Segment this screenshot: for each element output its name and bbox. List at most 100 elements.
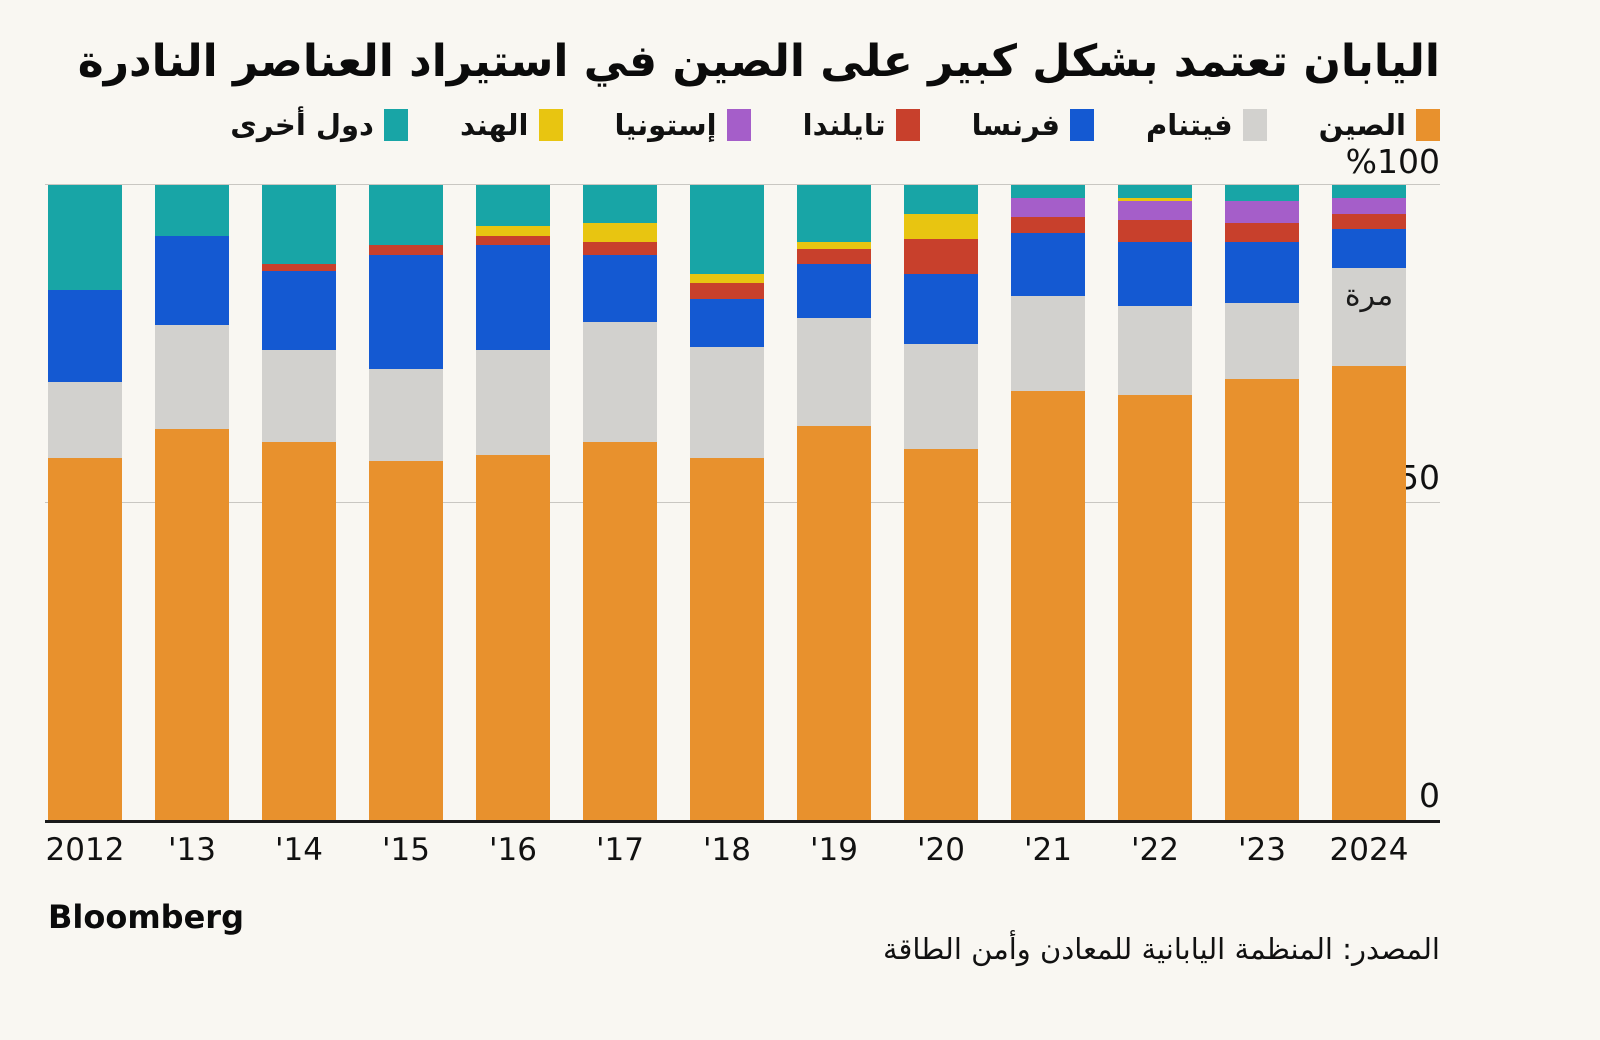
bar-segment (583, 442, 657, 820)
bar-segment (1118, 219, 1192, 243)
bar-18 (690, 185, 764, 820)
bar-13 (155, 185, 229, 820)
bar-segment (1118, 185, 1192, 198)
bar-segment (904, 213, 978, 239)
bar-2012 (48, 185, 122, 820)
bar-segment (155, 324, 229, 430)
y-tick-0: 0 (1419, 776, 1440, 815)
bar-segment (904, 185, 978, 214)
bar-segment (904, 273, 978, 344)
bar-annotation: مرة (1344, 278, 1394, 313)
legend-label: الهند (459, 108, 529, 142)
bar-segment (155, 235, 229, 325)
legend-label: الصين (1318, 108, 1406, 142)
x-tick-label: '20 (917, 832, 965, 868)
bar-segment (1225, 223, 1299, 243)
bar-segment (48, 458, 122, 820)
bar-segment (1011, 232, 1085, 297)
bar-segment (583, 321, 657, 443)
x-tick-label: '15 (382, 832, 430, 868)
bar-segment (48, 289, 122, 382)
x-tick-label: '13 (168, 832, 216, 868)
bar-segment (904, 239, 978, 274)
bar-segment (690, 299, 764, 347)
legend-swatch-icon (895, 109, 920, 141)
bar-segment (476, 235, 550, 246)
bar-segment (1225, 200, 1299, 224)
bar-segment (1011, 391, 1085, 820)
bar-segment (369, 461, 443, 820)
x-tick-label: '22 (1131, 832, 1179, 868)
bar-segment (1011, 197, 1085, 217)
bar-segment (476, 454, 550, 820)
legend-item-6: دول أخرى (230, 108, 408, 142)
bar-segment (369, 254, 443, 370)
bar-15 (369, 185, 443, 820)
bar-segment (690, 273, 764, 284)
bar-segment (1332, 365, 1406, 820)
legend-swatch-icon (1416, 109, 1440, 141)
bar-segment (155, 185, 229, 236)
legend-swatch-icon (383, 109, 408, 141)
bar-22 (1118, 185, 1192, 820)
chart-title: اليابان تعتمد بشكل كبير على الصين في است… (77, 36, 1440, 87)
bar-14 (262, 185, 336, 820)
bar-segment (1118, 242, 1192, 306)
legend-swatch-icon (1070, 109, 1094, 141)
bar-segment (369, 369, 443, 462)
bar-segment (904, 448, 978, 820)
bar-segment (1118, 305, 1192, 395)
legend: الصين فيتنام فرنسا تايلندا إستونيا الهند دول أ… (230, 108, 1440, 142)
x-tick-label: '16 (489, 832, 537, 868)
source-text: المصدر: المنظمة اليابانية للمعادن وأمن ا… (882, 932, 1440, 966)
bar-segment (1118, 394, 1192, 820)
x-tick-label: '14 (275, 832, 323, 868)
bar-segment (583, 223, 657, 243)
bar-segment (690, 185, 764, 274)
legend-label: إستونيا (614, 108, 717, 142)
y-tick-100: %100 (1345, 142, 1440, 181)
legend-item-5: الهند (460, 108, 563, 142)
bar-segment (797, 242, 871, 249)
x-axis-line (45, 820, 1440, 823)
bar-segment (262, 350, 336, 443)
bar-segment (583, 242, 657, 255)
bar-segment (797, 185, 871, 243)
bar-segment (476, 350, 550, 455)
bar-segment (262, 270, 336, 351)
bar-17 (583, 185, 657, 820)
legend-label: فرنسا (971, 108, 1060, 142)
bar-segment (1332, 229, 1406, 268)
bar-segment (155, 429, 229, 820)
bar-segment (797, 264, 871, 319)
legend-label: دول أخرى (230, 108, 374, 142)
legend-swatch-icon (538, 109, 563, 141)
legend-item-2: فرنسا (972, 108, 1094, 142)
bar-segment (48, 185, 122, 290)
bar-segment (1011, 185, 1085, 198)
bar-2024 (1332, 185, 1406, 820)
bar-segment (1011, 216, 1085, 233)
legend-item-1: فيتنام (1146, 108, 1267, 142)
legend-item-0: الصين (1319, 108, 1440, 142)
x-tick-label: 2024 (1329, 832, 1409, 868)
x-tick-label: '21 (1024, 832, 1072, 868)
bar-segment (797, 318, 871, 427)
x-tick-label: '18 (703, 832, 751, 868)
bar-segment (476, 226, 550, 236)
bar-segment (369, 185, 443, 246)
bar-segment (1332, 267, 1406, 366)
bar-segment (262, 264, 336, 271)
bar-20 (904, 185, 978, 820)
bar-segment (476, 185, 550, 227)
x-tick-label: '19 (810, 832, 858, 868)
legend-item-4: إستونيا (615, 108, 751, 142)
x-tick-label: '17 (596, 832, 644, 868)
legend-label: فيتنام (1146, 108, 1233, 142)
bar-segment (1011, 296, 1085, 392)
bar-segment (1225, 302, 1299, 379)
bar-segment (797, 248, 871, 265)
gridline-100 (45, 184, 1440, 185)
bar-segment (583, 254, 657, 322)
